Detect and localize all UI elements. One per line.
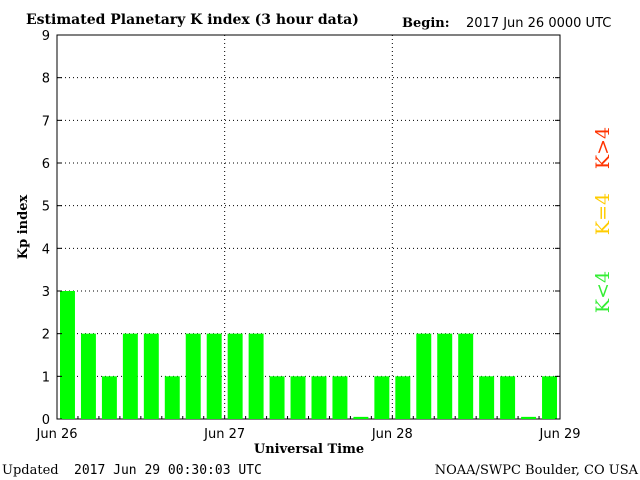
updated-value: 2017 Jun 29 00:30:03 UTC <box>74 463 262 478</box>
kp-bar <box>416 333 432 419</box>
kp-bar <box>290 376 306 419</box>
chart-title: Estimated Planetary K index (3 hour data… <box>26 12 359 28</box>
kp-bar <box>206 333 222 419</box>
y-tick-label: 4 <box>42 242 50 257</box>
kp-bar <box>395 376 411 419</box>
x-tick-label: Jun 28 <box>371 427 413 442</box>
begin-value: 2017 Jun 26 0000 UTC <box>466 16 611 31</box>
kp-bar <box>143 333 159 419</box>
y-tick-label: 1 <box>42 370 50 385</box>
legend-k-equal-4: K=4 <box>592 193 614 235</box>
kp-bar <box>353 416 369 419</box>
grid-lines <box>57 35 560 419</box>
y-axis-ticks: 0 1 2 3 4 5 6 7 8 9 <box>42 29 560 428</box>
y-tick-label: 9 <box>42 29 50 44</box>
kp-bar <box>521 416 537 419</box>
updated-label: Updated <box>2 463 59 478</box>
y-tick-label: 8 <box>42 72 50 87</box>
x-tick-label: Jun 29 <box>539 427 581 442</box>
kp-bar <box>164 376 180 419</box>
kp-bar <box>332 376 348 419</box>
begin-label: Begin: <box>402 16 450 31</box>
legend-k-greater-4: K>4 <box>592 127 614 169</box>
kp-bar <box>248 333 264 419</box>
x-tick-label: Jun 27 <box>203 427 245 442</box>
x-axis-label: Universal Time <box>254 442 364 457</box>
credit-text: NOAA/SWPC Boulder, CO USA <box>435 463 639 478</box>
y-tick-label: 0 <box>42 413 50 428</box>
kp-bar <box>479 376 495 419</box>
y-tick-label: 2 <box>42 328 50 343</box>
y-axis-label: Kp index <box>16 195 31 260</box>
kp-bar <box>101 376 117 419</box>
kp-bar <box>311 376 327 419</box>
y-tick-label: 7 <box>42 114 50 129</box>
kp-bar <box>185 333 201 419</box>
y-tick-label: 5 <box>42 200 50 215</box>
kp-bar <box>227 333 243 419</box>
kp-bar <box>374 376 390 419</box>
x-tick-label: Jun 26 <box>36 427 78 442</box>
kp-bar <box>269 376 285 419</box>
kp-bar <box>122 333 138 419</box>
kp-bar <box>80 333 96 419</box>
kp-bar <box>437 333 453 419</box>
plot-area <box>56 34 561 420</box>
kp-bar <box>542 376 557 419</box>
legend-k-less-4: K<4 <box>592 271 614 313</box>
bars-group <box>60 291 557 419</box>
kp-bar <box>458 333 474 419</box>
y-tick-label: 3 <box>42 285 50 300</box>
y-tick-label: 6 <box>42 157 50 172</box>
kp-bar <box>500 376 516 419</box>
kp-bar <box>60 291 75 419</box>
x-axis-ticks: Jun 26 Jun 27 Jun 28 Jun 29 <box>36 416 581 442</box>
